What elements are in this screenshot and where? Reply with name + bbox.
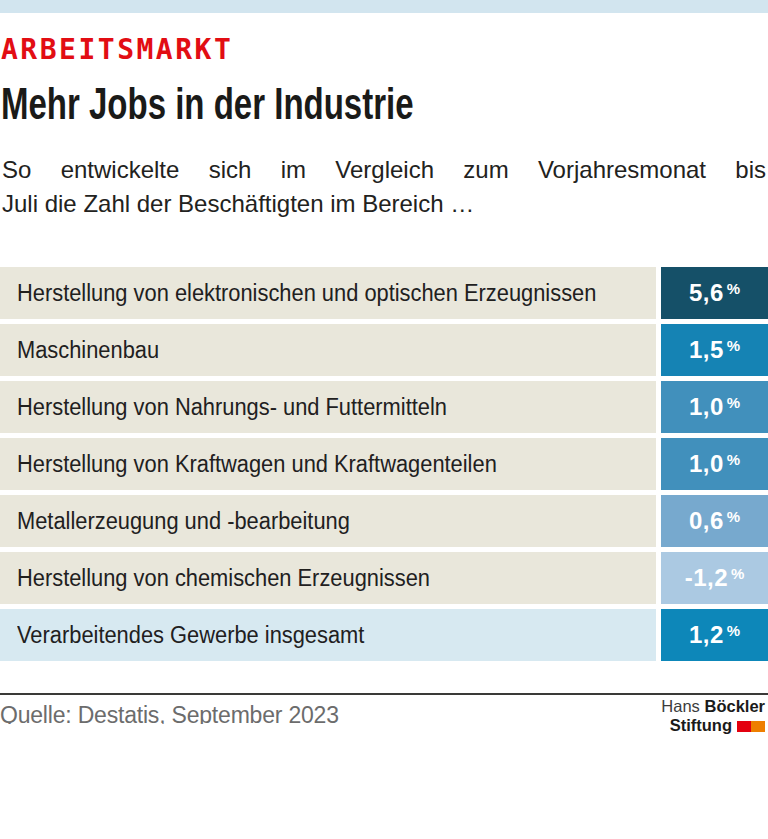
logo-word-boeckler: Böckler	[704, 697, 765, 715]
value-badge: 1,0%	[661, 438, 768, 490]
sector-label: Herstellung von Kraftwagen und Kraftwage…	[17, 451, 497, 478]
table-row-4: Herstellung von Kraftwagen und Kraftwage…	[0, 438, 768, 490]
sector-label: Herstellung von chemischen Erzeugnissen	[17, 565, 430, 592]
sector-label-cell: Verarbeitendes Gewerbe insgesamt	[0, 609, 656, 661]
value-number: 1,5	[689, 336, 724, 363]
section-kicker: ARBEITSMARKT	[1, 36, 233, 64]
value-number: 1,2	[689, 621, 724, 648]
value-number: 1,0	[689, 450, 724, 477]
footer-divider	[0, 693, 768, 695]
table-row-6: Herstellung von chemischen Erzeugnissen …	[0, 552, 768, 604]
hbs-logo: Hans Böckler Stiftung	[661, 697, 765, 735]
source-text: Quelle: Destatis, September 2023	[0, 702, 560, 724]
percent-sign: %	[727, 337, 740, 354]
sector-label: Maschinenbau	[17, 337, 159, 364]
sector-label-cell: Herstellung von elektronischen und optis…	[0, 267, 656, 319]
logo-square-orange-icon	[751, 721, 765, 732]
table-row-1: Herstellung von elektronischen und optis…	[0, 267, 768, 319]
logo-line-2: Stiftung	[661, 716, 765, 735]
percent-sign: %	[727, 508, 740, 525]
subtitle-line-1: So entwickelte sich im Vergleich zum Vor…	[2, 153, 766, 187]
page-title: Mehr Jobs in der Industrie	[1, 80, 414, 128]
percent-sign: %	[727, 394, 740, 411]
table-row-5: Metallerzeugung und -bearbeitung 0,6%	[0, 495, 768, 547]
percent-sign: %	[731, 565, 744, 582]
value-badge: 1,5%	[661, 324, 768, 376]
subtitle-line-2: Juli die Zahl der Beschäftigten im Berei…	[2, 187, 766, 221]
value-number: 5,6	[689, 279, 724, 306]
logo-square-red-icon	[737, 721, 751, 732]
table-row-2: Maschinenbau 1,5%	[0, 324, 768, 376]
sector-label: Herstellung von Nahrungs- und Futtermitt…	[17, 394, 447, 421]
sector-label-cell: Maschinenbau	[0, 324, 656, 376]
chart-subtitle: So entwickelte sich im Vergleich zum Vor…	[2, 153, 766, 221]
sector-label: Verarbeitendes Gewerbe insgesamt	[17, 622, 364, 649]
value-number: 1,0	[689, 393, 724, 420]
logo-word-stiftung: Stiftung	[670, 716, 732, 734]
logo-word-hans: Hans	[661, 697, 700, 715]
sector-label: Metallerzeugung und -bearbeitung	[17, 508, 350, 535]
value-badge: 1,2%	[661, 609, 768, 661]
logo-line-1: Hans Böckler	[661, 697, 765, 716]
value-badge: -1,2%	[661, 552, 768, 604]
value-badge: 5,6%	[661, 267, 768, 319]
table-row-3: Herstellung von Nahrungs- und Futtermitt…	[0, 381, 768, 433]
top-accent-bar	[0, 0, 768, 13]
value-badge: 1,0%	[661, 381, 768, 433]
sector-label-cell: Herstellung von chemischen Erzeugnissen	[0, 552, 656, 604]
stats-table: Herstellung von elektronischen und optis…	[0, 267, 768, 661]
percent-sign: %	[727, 280, 740, 297]
percent-sign: %	[727, 622, 740, 639]
value-number: 0,6	[689, 507, 724, 534]
value-number: -1,2	[685, 564, 728, 591]
sector-label-cell: Metallerzeugung und -bearbeitung	[0, 495, 656, 547]
percent-sign: %	[727, 451, 740, 468]
sector-label: Herstellung von elektronischen und optis…	[17, 280, 596, 307]
value-badge: 0,6%	[661, 495, 768, 547]
sector-label-cell: Herstellung von Kraftwagen und Kraftwage…	[0, 438, 656, 490]
sector-label-cell: Herstellung von Nahrungs- und Futtermitt…	[0, 381, 656, 433]
table-row-7: Verarbeitendes Gewerbe insgesamt 1,2%	[0, 609, 768, 661]
